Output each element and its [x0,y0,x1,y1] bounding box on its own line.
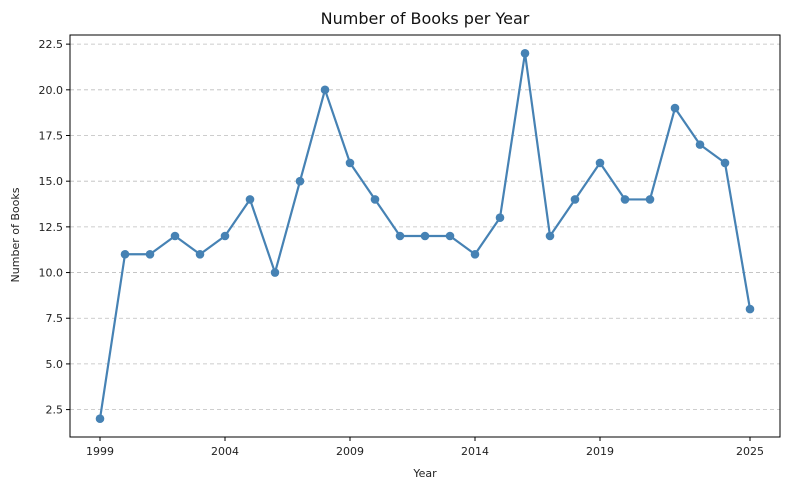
data-point [520,48,530,58]
data-point [470,249,480,259]
x-tick-label: 1999 [86,445,114,458]
y-tick-label: 17.5 [39,130,64,143]
data-point [445,231,455,241]
data-point [95,414,105,424]
x-tick-label: 2009 [336,445,364,458]
data-point [195,249,205,259]
data-point [495,213,505,223]
y-tick-label: 5.0 [46,358,64,371]
x-tick-label: 2004 [211,445,239,458]
data-point [220,231,230,241]
data-point [745,304,755,314]
y-tick-label: 15.0 [39,175,64,188]
y-gridlines [70,43,780,410]
data-point [570,195,580,204]
plot-series [95,48,755,424]
data-point [670,103,680,113]
y-tick-label: 7.5 [46,312,64,325]
x-axis-label: Year [412,467,437,480]
data-point [120,249,130,259]
data-point [645,195,655,204]
data-point [545,231,555,241]
data-point [245,195,255,204]
data-point [320,85,330,95]
data-point [395,231,405,241]
y-axis-ticks: 2.5 5.0 7.5 10.0 12.5 15.0 17.5 20.0 22.5 [39,38,70,417]
y-tick-label: 20.0 [39,84,64,97]
data-point [720,158,730,168]
data-point [695,140,705,149]
x-tick-label: 2019 [586,445,614,458]
data-point [145,249,155,259]
data-point [345,158,355,168]
data-point [270,268,280,277]
data-point [620,195,630,204]
plot-frame [69,34,781,438]
y-axis-label: Number of Books [9,187,22,282]
chart-title: Number of Books per Year [321,9,530,28]
data-point [420,231,430,241]
x-axis-ticks: 1999 2004 2009 2014 2019 2025 [86,437,764,458]
data-point [170,231,180,241]
data-point [370,195,380,204]
data-point [295,176,305,186]
x-tick-label: 2025 [736,445,764,458]
data-point [595,158,605,168]
y-tick-label: 10.0 [39,267,64,280]
x-tick-label: 2014 [461,445,489,458]
y-tick-label: 12.5 [39,221,64,234]
y-tick-label: 22.5 [39,38,64,51]
y-tick-label: 2.5 [46,404,64,417]
